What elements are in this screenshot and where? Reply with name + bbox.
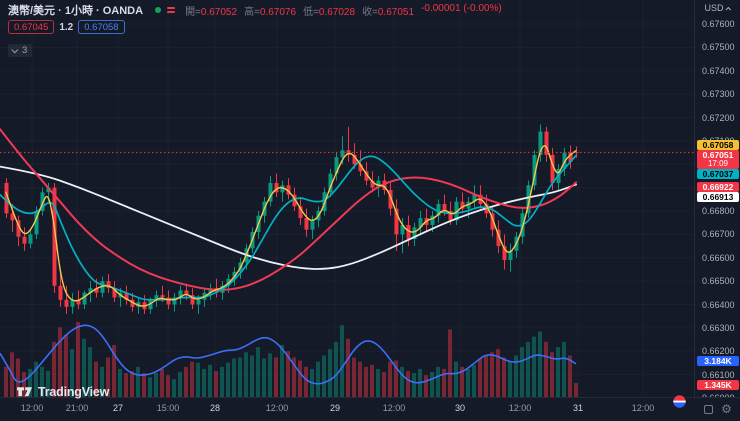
time-tick: 29 — [329, 403, 340, 413]
yellow-ma-line — [5, 145, 577, 307]
time-tick: 31 — [572, 403, 583, 413]
close-value: 0.67051 — [377, 6, 415, 18]
data-issue-icon[interactable] — [167, 7, 176, 13]
price-tick: 0.66800 — [702, 206, 735, 216]
last-price-countdown-label: 0.67051 17:09 — [697, 150, 739, 169]
white-ma-line — [0, 165, 577, 270]
sell-order-button[interactable]: 0.67045 — [8, 20, 55, 34]
time-tick: 12:00 — [631, 403, 655, 413]
price-axis-currency[interactable]: USD — [695, 3, 740, 13]
price-tick: 0.66500 — [702, 276, 735, 287]
indicator-count: 3 — [22, 45, 28, 56]
price-tick: 0.66300 — [702, 322, 735, 333]
price-tick: 0.66100 — [702, 369, 735, 380]
time-tick: 28 — [209, 403, 220, 413]
red-ma-line — [0, 128, 577, 291]
tradingview-glyph-icon — [17, 387, 32, 397]
time-tick: 30 — [454, 403, 465, 413]
symbol-title[interactable]: 澳幣/美元 · 1小時 · OANDA — [8, 5, 144, 17]
time-tick: 21:00 — [65, 403, 89, 413]
close-label: 收= — [362, 6, 378, 18]
time-tick: 12:00 — [382, 403, 406, 413]
tradingview-logo-text: TradingView — [38, 384, 110, 399]
time-tick: 12:00 — [20, 403, 44, 413]
cyan-ma-price-label: 0.67037 — [697, 169, 739, 179]
high-label: 高= — [244, 6, 260, 18]
price-tick: 0.67300 — [702, 89, 735, 100]
date-range-icon[interactable] — [704, 404, 714, 414]
time-axis[interactable]: 12:00 21:00 27 15:00 28 12:00 29 12:00 30 12:00 31… — [0, 394, 740, 421]
time-tick: 12:00 — [265, 403, 289, 413]
axis-settings-corner: ⚙ — [696, 397, 740, 421]
low-value: 0.67028 — [318, 6, 356, 18]
price-axis[interactable]: USD 0.67600 0.67500 0.67400 0.67300 0.67200 0… — [694, 0, 740, 403]
buy-order-button[interactable]: 0.67058 — [78, 20, 125, 34]
time-tick: 12:00 — [508, 403, 532, 413]
caret-up-icon — [724, 6, 731, 13]
market-open-dot-icon — [155, 7, 162, 13]
volume-ma-value-label: 3.184K — [697, 356, 739, 366]
red-ma-price-label: 0.66922 — [697, 182, 739, 192]
price-tick: 0.66400 — [702, 299, 735, 310]
price-tick: 0.66200 — [702, 346, 735, 357]
open-value: 0.67052 — [200, 6, 238, 18]
white-ma-price-label: 0.66913 — [697, 192, 739, 202]
low-label: 低= — [303, 6, 319, 18]
time-tick: 27 — [112, 403, 123, 413]
volume-value-label: 1.345K — [697, 380, 739, 390]
chart-legend: 澳幣/美元 · 1小時 · OANDA 開=0.67052 高=0.67076 … — [8, 3, 502, 58]
tradingview-logo[interactable]: TradingView — [16, 384, 109, 399]
high-value: 0.67076 — [259, 6, 297, 18]
price-tick: 0.67200 — [702, 112, 735, 123]
order-quantity[interactable]: 1.2 — [59, 21, 74, 33]
price-tick: 0.67400 — [702, 65, 735, 76]
collapsed-indicators-button[interactable]: 3 — [8, 44, 33, 57]
cyan-ma-line — [0, 154, 577, 301]
gear-icon[interactable]: ⚙ — [721, 402, 732, 416]
ohlc-values: 開=0.67052 高=0.67076 低=0.67028 收=0.67051 … — [185, 3, 502, 18]
yellow-ma-price-label: 0.67058 — [697, 140, 739, 150]
price-tick: 0.67500 — [702, 42, 735, 53]
time-tick: 15:00 — [156, 403, 180, 413]
open-label: 開= — [185, 6, 201, 18]
price-tick: 0.67600 — [702, 19, 735, 29]
change-value: -0.00001 (-0.00%) — [421, 2, 502, 14]
price-tick: 0.66700 — [702, 229, 735, 240]
chevron-down-icon — [11, 46, 19, 54]
price-tick: 0.66600 — [702, 252, 735, 263]
market-session-clock-icon[interactable] — [672, 394, 687, 409]
